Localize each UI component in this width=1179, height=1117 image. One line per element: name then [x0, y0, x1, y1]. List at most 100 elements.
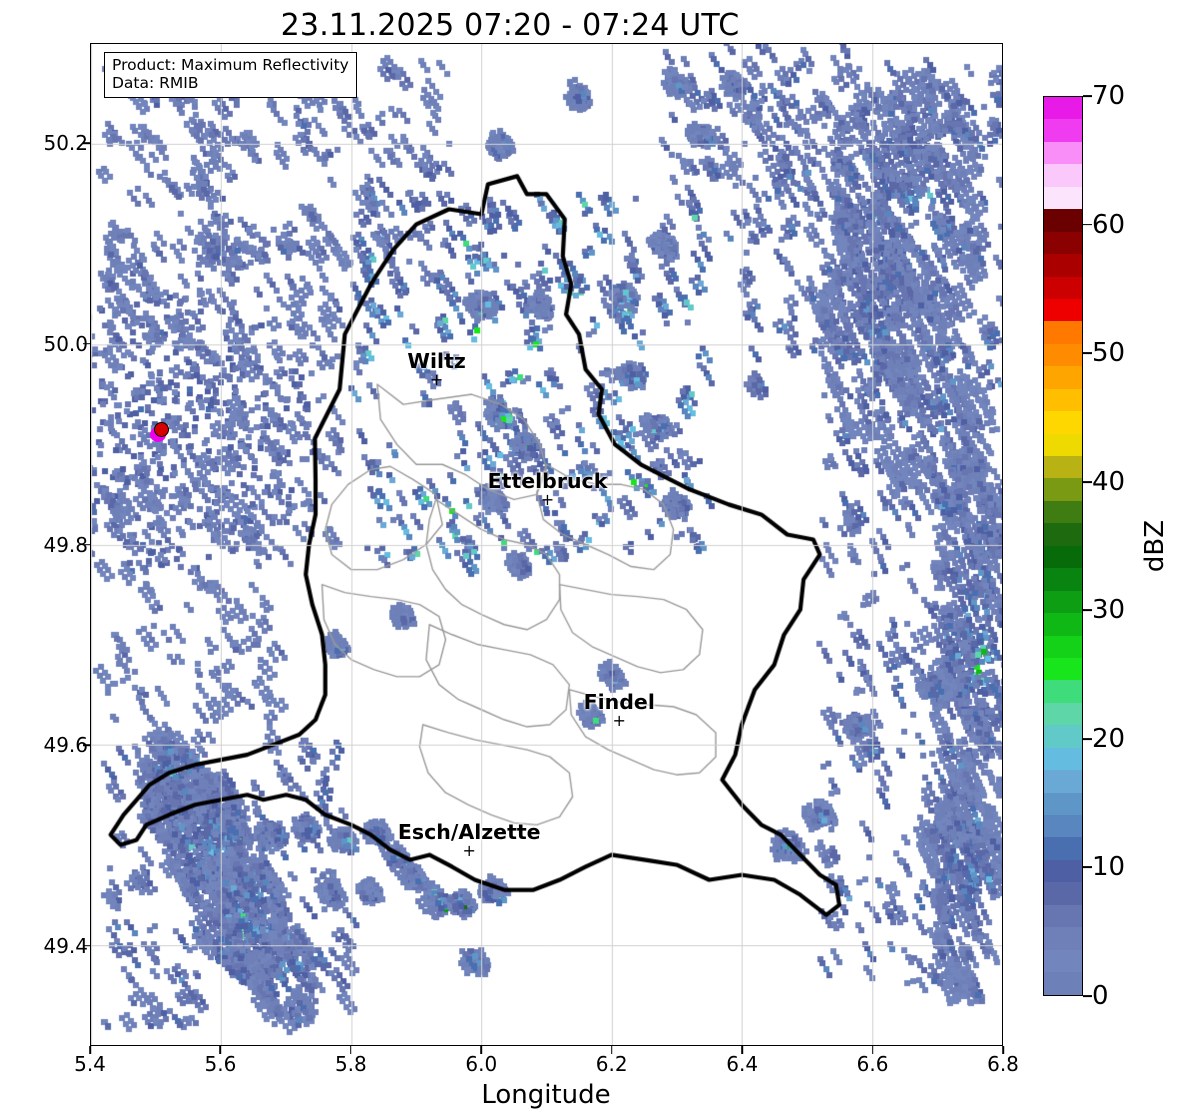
x-tick-label: 5.4	[74, 1052, 106, 1076]
colorbar-band	[1044, 321, 1082, 344]
city-marker: Findel +	[583, 690, 655, 730]
y-tick-mark	[83, 142, 91, 145]
colorbar-tick-mark	[1083, 866, 1092, 869]
colorbar-band	[1044, 254, 1082, 277]
radar-site-dot	[154, 422, 170, 438]
colorbar-tick-label: 0	[1092, 981, 1109, 1011]
x-tick-mark	[610, 1046, 613, 1054]
y-tick-mark	[83, 343, 91, 345]
info-data-line: Data: RMIB	[112, 74, 199, 93]
colorbar-band	[1044, 500, 1082, 524]
colorbar-tick-mark	[1083, 737, 1092, 740]
city-cross-icon: +	[612, 711, 626, 730]
colorbar-tick-mark	[1083, 480, 1092, 483]
y-tick-label: 50.0	[43, 331, 88, 356]
colorbar-band	[1044, 657, 1082, 681]
colorbar-band	[1044, 882, 1082, 905]
colorbar-tick-label: 60	[1092, 209, 1126, 240]
colorbar-band	[1044, 927, 1082, 950]
y-tick-label: 49.6	[43, 733, 88, 758]
colorbar-tick-label: 10	[1092, 852, 1126, 883]
colorbar-tick-label: 20	[1092, 723, 1126, 754]
colorbar-band	[1044, 702, 1082, 726]
colorbar-band	[1044, 388, 1082, 412]
city-cross-icon: +	[540, 490, 555, 510]
colorbar-band	[1044, 523, 1082, 546]
city-label: Wiltz	[407, 348, 466, 373]
colorbar-band	[1044, 276, 1082, 299]
colorbar-band	[1044, 972, 1082, 995]
x-tick-label: 5.8	[334, 1052, 367, 1076]
colorbar-tick-label: 30	[1092, 595, 1126, 626]
colorbar-band	[1044, 97, 1082, 120]
colorbar-band	[1044, 231, 1082, 255]
colorbar-band	[1044, 792, 1082, 815]
colorbar-tick-label: 50	[1092, 338, 1126, 369]
city-label: Esch/Alzette	[397, 820, 541, 845]
colorbar-band	[1044, 859, 1082, 883]
info-legend-box: Product: Maximum Reflectivity Data: RMIB	[104, 52, 357, 98]
radar-map-plot[interactable]: Product: Maximum Reflectivity Data: RMIB…	[90, 43, 1003, 1046]
colorbar-band	[1044, 343, 1082, 367]
page-title: 23.11.2025 07:20 - 07:24 UTC	[280, 8, 740, 43]
city-cross-icon: +	[462, 841, 476, 861]
x-tick-label: 6.6	[856, 1052, 889, 1076]
colorbar-tick-label: 40	[1092, 466, 1126, 497]
colorbar-band	[1044, 164, 1082, 187]
x-tick-label: 6.2	[595, 1052, 628, 1076]
x-tick-mark	[741, 1046, 743, 1054]
colorbar-band	[1044, 949, 1082, 973]
x-axis-label: Longitude	[481, 1080, 611, 1110]
y-tick-mark	[83, 744, 91, 746]
radar-site-marker[interactable]	[150, 422, 170, 443]
x-tick-mark	[1002, 1046, 1004, 1054]
colorbar-tick-mark	[1083, 609, 1092, 612]
colorbar-band	[1044, 613, 1082, 636]
colorbar	[1043, 96, 1083, 996]
x-tick-label: 6.4	[726, 1052, 759, 1076]
colorbar-band	[1044, 680, 1082, 703]
colorbar-band	[1044, 298, 1082, 322]
city-label: Ettelbruck	[487, 469, 608, 494]
colorbar-band	[1044, 815, 1082, 838]
x-tick-mark	[219, 1046, 222, 1054]
colorbar-band	[1044, 433, 1082, 456]
city-marker: Ettelbruck +	[487, 469, 608, 510]
x-tick-mark	[89, 1046, 91, 1054]
x-tick-mark	[871, 1046, 874, 1054]
x-tick-label: 5.6	[204, 1052, 237, 1076]
grid-layer	[91, 44, 1002, 1045]
y-tick-mark	[83, 944, 91, 947]
colorbar-band	[1044, 545, 1082, 569]
colorbar-tick-label: 70	[1092, 81, 1126, 111]
y-tick-label: 49.4	[43, 933, 88, 958]
x-tick-label: 6.0	[465, 1052, 498, 1076]
colorbar-band	[1044, 411, 1082, 434]
colorbar-band	[1044, 186, 1082, 210]
city-label: Findel	[583, 690, 655, 714]
city-cross-icon: +	[429, 369, 444, 389]
y-tick-mark	[83, 543, 91, 546]
y-tick-label: 50.2	[43, 131, 88, 156]
colorbar-band	[1044, 141, 1082, 165]
colorbar-band	[1044, 904, 1082, 928]
x-tick-label: 6.8	[987, 1052, 1019, 1076]
colorbar-band	[1044, 366, 1082, 389]
colorbar-tick-mark	[1083, 995, 1092, 997]
x-tick-mark	[350, 1046, 352, 1054]
colorbar-band	[1044, 770, 1082, 793]
colorbar-tick-mark	[1083, 95, 1092, 97]
x-tick-mark	[480, 1046, 483, 1054]
colorbar-label: dBZ	[1140, 519, 1170, 573]
city-marker: Esch/Alzette +	[397, 820, 541, 861]
colorbar-band	[1044, 747, 1082, 771]
colorbar-band	[1044, 590, 1082, 614]
colorbar-band	[1044, 725, 1082, 748]
colorbar-band	[1044, 209, 1082, 232]
colorbar-wrap	[1043, 96, 1083, 996]
colorbar-band	[1044, 456, 1082, 479]
colorbar-tick-mark	[1083, 352, 1092, 355]
colorbar-band	[1044, 478, 1082, 501]
colorbar-tick-mark	[1083, 223, 1092, 226]
